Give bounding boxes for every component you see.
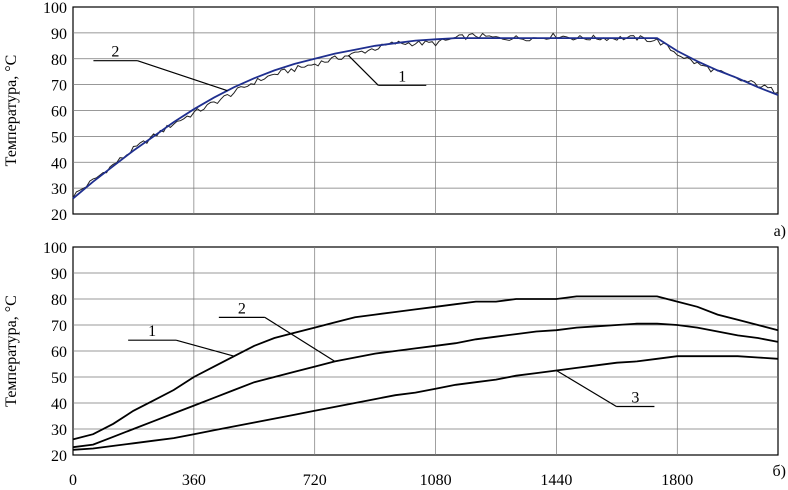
y-tick-label: 20 xyxy=(51,448,67,465)
y-tick-label: 30 xyxy=(51,422,67,439)
y-tick-label: 20 xyxy=(51,207,67,224)
panel-label: а) xyxy=(774,223,786,240)
callout-leader xyxy=(137,60,228,92)
callout-label-3: 3 xyxy=(631,390,639,407)
series-line-2 xyxy=(72,322,779,449)
y-axis-label: Температура, °С xyxy=(3,295,20,407)
y-tick-label: 80 xyxy=(51,292,67,309)
x-tick-label: 0 xyxy=(69,472,77,489)
callout-leader xyxy=(556,369,617,408)
y-tick-label: 50 xyxy=(51,129,67,146)
series-line-2 xyxy=(72,37,779,200)
y-tick-label: 50 xyxy=(51,370,67,387)
y-tick-label: 90 xyxy=(51,266,67,283)
series-line-3 xyxy=(72,355,779,451)
panel-label: б) xyxy=(773,463,786,480)
callout-leader xyxy=(175,339,235,357)
y-tick-label: 90 xyxy=(51,26,67,43)
x-tick-label: 1440 xyxy=(540,472,572,489)
series-line-1 xyxy=(72,32,779,198)
y-tick-label: 100 xyxy=(43,0,67,17)
y-axis-label: Температура, °С xyxy=(3,55,20,167)
x-tick-label: 720 xyxy=(303,472,327,489)
y-tick-label: 40 xyxy=(51,155,67,172)
panel-b: 20 30 40 50 60 70 80 90 100 0 360 720 1080 1440 1800 Те… xyxy=(3,240,786,489)
y-tick-label: 100 xyxy=(43,240,67,257)
callout-leader xyxy=(347,54,379,86)
callout-leader xyxy=(264,316,336,362)
x-tick-label: 1800 xyxy=(661,472,693,489)
series-line-1 xyxy=(72,295,779,441)
panel-a: 20 30 40 50 60 70 80 90 100 Температура, °С а) 2 1 xyxy=(3,0,786,240)
y-tick-label: 60 xyxy=(51,104,67,121)
y-tick-label: 80 xyxy=(51,52,67,69)
y-tick-label: 70 xyxy=(51,318,67,335)
y-tick-label: 30 xyxy=(51,181,67,198)
y-tick-label: 40 xyxy=(51,396,67,413)
callout-label-2: 2 xyxy=(111,44,119,61)
y-tick-label: 70 xyxy=(51,78,67,95)
callout-label-1: 1 xyxy=(148,323,156,340)
y-tick-label: 60 xyxy=(51,344,67,361)
callout-label-2: 2 xyxy=(238,300,246,317)
x-tick-label: 360 xyxy=(182,472,206,489)
callout-label-1: 1 xyxy=(398,68,406,85)
x-tick-label: 1080 xyxy=(420,472,452,489)
